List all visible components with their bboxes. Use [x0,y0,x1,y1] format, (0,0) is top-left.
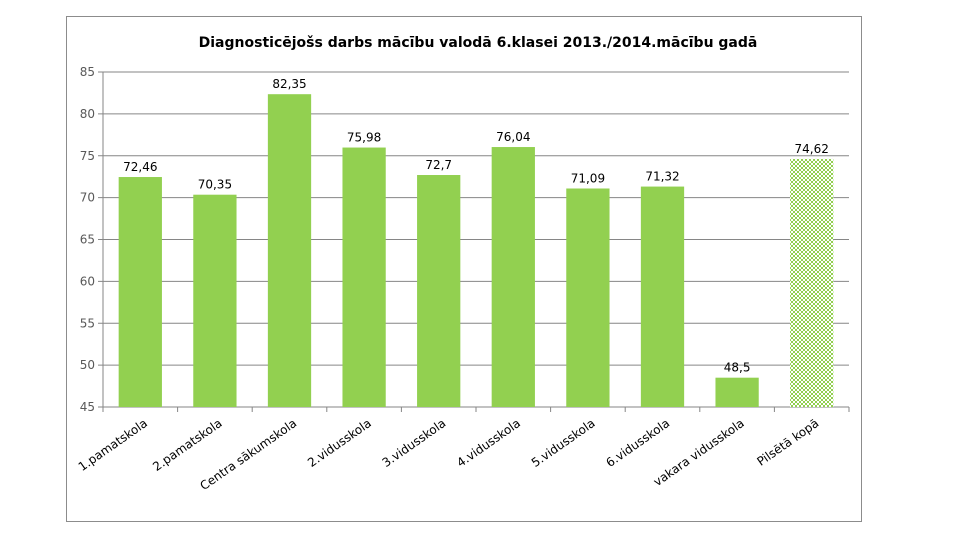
bar [566,188,610,407]
data-label: 70,35 [198,178,232,192]
bar [417,175,461,407]
y-tick-label: 85 [80,65,95,79]
data-label: 82,35 [272,77,306,91]
x-category-label: 1.pamatskola [76,416,150,474]
y-axis-ticks: 45 50 55 60 65 70 75 80 85 [80,65,95,414]
bar-chart: Diagnosticējošs darbs mācību valodā 6.kl… [76,35,850,493]
data-label: 75,98 [347,131,381,145]
x-category-label: 2.pamatskola [150,416,224,474]
data-label: 72,46 [123,160,157,174]
bar [267,94,312,407]
data-label: 72,7 [425,158,452,172]
data-label: 71,09 [571,171,605,185]
y-tick-label: 55 [80,316,95,330]
x-category-label: 4.vidusskola [454,416,523,470]
data-labels: 72,46 70,35 82,35 75,98 72,7 76,04 71,09 71,32 4… [123,77,829,374]
bar [193,194,237,407]
chart-frame: Diagnosticējošs darbs mācību valodā 6.kl… [66,16,862,522]
bar [640,186,685,407]
chart-title: Diagnosticējošs darbs mācību valodā 6.kl… [199,35,758,51]
y-tick-label: 50 [80,358,95,372]
y-tick-label: 45 [80,400,95,414]
y-tick-label: 70 [80,191,95,205]
y-tick-label: 60 [80,274,95,288]
bar [118,177,162,407]
x-category-label: 2.vidusskola [305,416,374,470]
data-label: 74,62 [795,142,829,156]
x-category-label: 5.vidusskola [529,416,598,470]
data-label: 71,32 [645,170,679,184]
y-tick-label: 80 [80,107,95,121]
bar [715,377,759,407]
x-category-label: 6.vidusskola [603,416,672,470]
bar [491,147,535,408]
x-category-label: 3.vidusskola [380,416,449,470]
bar [790,158,834,407]
bars [118,94,834,408]
x-category-label: Pilsētā kopā [754,416,821,469]
y-tick-label: 65 [80,233,95,247]
data-label: 48,5 [724,361,751,375]
data-label: 76,04 [496,130,530,144]
y-tick-label: 75 [80,149,95,163]
bar [342,147,386,408]
